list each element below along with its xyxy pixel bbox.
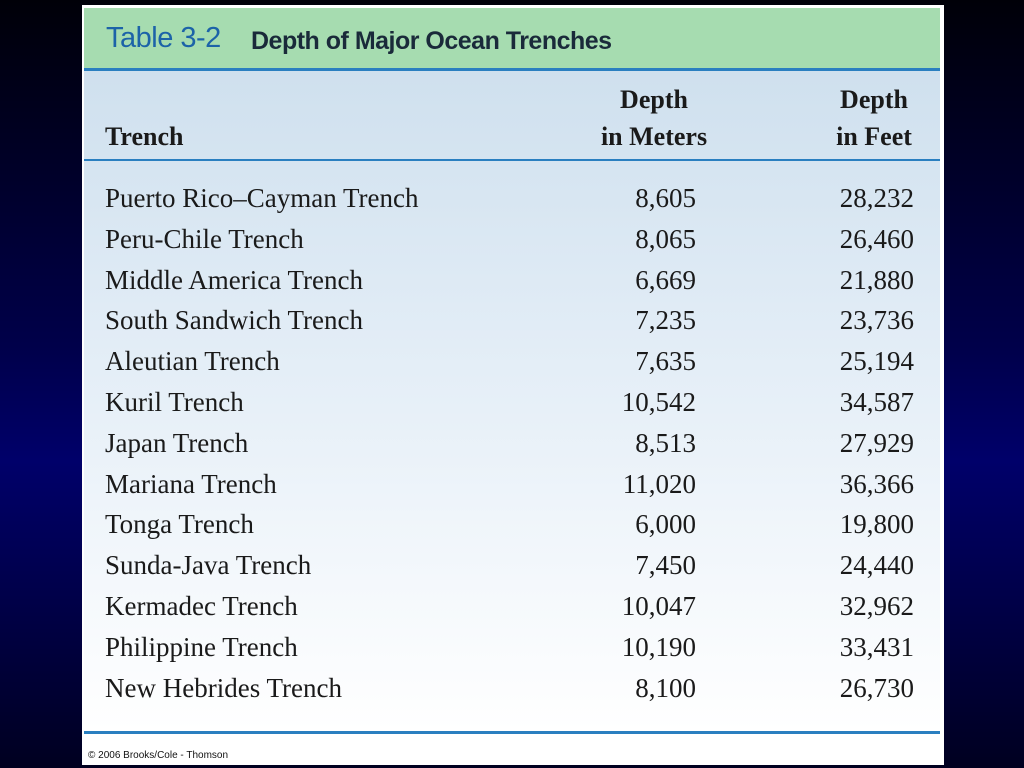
- depth-value: 8,065: [635, 223, 696, 254]
- depth-value: 34,587: [839, 387, 914, 417]
- depth-value: 10,190: [621, 631, 696, 662]
- header-line: Depth: [620, 85, 688, 114]
- table-body: Trench Depth in Meters Depth in Feet Puerto …: [84, 71, 940, 734]
- trench-name: Tonga Trench: [105, 509, 254, 540]
- depth-value: 27,929: [839, 427, 914, 458]
- depth-value: 19,800: [839, 509, 914, 540]
- trench-name: Aleutian Trench: [105, 346, 280, 377]
- column-header: Trench: [105, 118, 183, 155]
- depth-value: 10,047: [621, 591, 696, 621]
- column-header: Depth in Feet: [804, 81, 944, 155]
- depth-value: 11,020: [622, 468, 696, 499]
- depth-value: 7,235: [635, 305, 696, 336]
- trench-name: Puerto Rico–Cayman Trench: [105, 183, 419, 213]
- table-panel: Table 3-2 Depth of Major Ocean Trenches …: [82, 5, 944, 765]
- depth-value: 7,450: [635, 550, 696, 581]
- depth-value: 26,730: [839, 672, 914, 703]
- credit: © 2006 Brooks/Cole - Thomson: [88, 750, 229, 761]
- header-row: Trench Depth in Meters Depth in Feet: [84, 71, 940, 161]
- depth-value: 32,962: [839, 591, 914, 621]
- depth-value: 24,440: [839, 550, 914, 581]
- trench-name: South Sandwich Trench: [105, 305, 364, 336]
- depth-value: 25,194: [839, 346, 914, 377]
- trench-name: Kermadec Trench: [105, 591, 298, 621]
- depth-value: 8,605: [635, 183, 696, 213]
- title-bar: Table 3-2 Depth of Major Ocean Trenches: [84, 8, 940, 71]
- depth-value: 28,232: [839, 183, 914, 213]
- trench-name: Japan Trench: [105, 427, 249, 458]
- column-header: Depth in Meters: [574, 81, 734, 155]
- depth-value: 21,880: [839, 264, 914, 295]
- table-title: Depth of Major Ocean Trenches: [251, 27, 612, 55]
- depth-value: 6,000: [635, 509, 696, 540]
- depth-value: 7,635: [635, 346, 696, 377]
- table-label: Table 3-2: [106, 22, 221, 54]
- trench-name: Philippine Trench: [105, 631, 298, 662]
- depth-value: 8,100: [635, 672, 696, 703]
- trench-name: Middle America Trench: [105, 264, 363, 295]
- depth-value: 6,669: [635, 264, 696, 295]
- depth-value: 23,736: [839, 305, 914, 336]
- depth-value: 36,366: [839, 468, 914, 499]
- trench-name: Peru-Chile Trench: [105, 223, 304, 254]
- trench-name: Mariana Trench: [105, 468, 277, 499]
- header-line: Trench: [105, 122, 184, 151]
- trench-name: Sunda-Java Trench: [105, 550, 312, 581]
- depth-value: 33,431: [839, 631, 914, 662]
- header-line: in Feet: [836, 122, 912, 151]
- trench-name: Kuril Trench: [105, 387, 244, 417]
- depth-value: 10,542: [621, 387, 696, 417]
- header-line: Depth: [840, 85, 908, 114]
- header-line: in Meters: [600, 122, 708, 151]
- depth-value: 8,513: [635, 427, 696, 458]
- trench-name: New Hebrides Trench: [105, 672, 342, 703]
- depth-value: 26,460: [839, 223, 914, 254]
